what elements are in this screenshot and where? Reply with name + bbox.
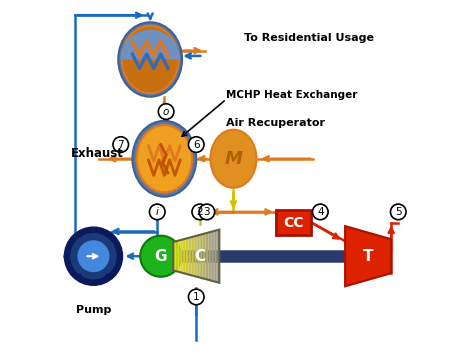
Polygon shape [204,233,205,279]
Polygon shape [207,233,209,280]
Polygon shape [179,240,181,273]
Polygon shape [209,232,210,280]
Circle shape [113,137,128,152]
Polygon shape [199,235,201,278]
Text: o: o [163,107,169,117]
Polygon shape [196,235,198,277]
Polygon shape [215,230,216,282]
Text: 2: 2 [196,207,203,217]
Polygon shape [201,234,202,278]
Text: T: T [363,249,374,264]
Circle shape [77,240,109,272]
Polygon shape [205,233,207,279]
Polygon shape [202,234,204,279]
Text: 4: 4 [317,207,324,217]
Circle shape [140,236,182,277]
Polygon shape [175,241,176,271]
Ellipse shape [132,121,196,197]
Text: 7: 7 [118,140,124,149]
Text: To Residential Usage: To Residential Usage [244,33,374,43]
Polygon shape [191,237,193,276]
Polygon shape [185,238,187,274]
Text: 5: 5 [395,207,401,217]
Polygon shape [190,237,191,275]
Circle shape [391,204,406,220]
Polygon shape [213,231,215,282]
Polygon shape [198,235,199,278]
Text: MCHP Heat Exchanger: MCHP Heat Exchanger [227,90,358,100]
FancyBboxPatch shape [276,210,311,235]
Text: 6: 6 [193,140,200,149]
Text: Exhaust: Exhaust [71,147,123,160]
Polygon shape [178,240,179,272]
Text: C: C [194,249,205,264]
Text: Pump: Pump [76,305,111,315]
Wedge shape [120,30,180,59]
Polygon shape [216,230,218,282]
Text: Air Recuperator: Air Recuperator [227,118,325,128]
Circle shape [70,233,117,279]
Text: 3: 3 [203,207,210,217]
Ellipse shape [137,125,192,192]
Polygon shape [173,242,175,271]
Polygon shape [187,238,189,275]
Circle shape [149,204,165,220]
Polygon shape [195,236,196,276]
Text: M: M [225,150,242,168]
Text: i: i [156,207,159,217]
Ellipse shape [122,26,179,93]
Circle shape [189,137,204,152]
Polygon shape [345,226,391,286]
Polygon shape [184,239,185,274]
Circle shape [158,104,174,120]
Circle shape [312,204,328,220]
Polygon shape [181,239,182,273]
Circle shape [64,227,122,285]
Polygon shape [193,236,195,276]
Text: 1: 1 [193,292,200,302]
Polygon shape [182,239,184,273]
Ellipse shape [210,130,256,188]
Polygon shape [211,231,213,281]
Polygon shape [218,230,219,283]
Circle shape [199,204,215,220]
Text: G: G [155,249,167,264]
Circle shape [189,289,204,305]
Polygon shape [176,241,178,272]
Circle shape [192,204,208,220]
Polygon shape [210,232,211,281]
Text: CC: CC [283,216,304,230]
Polygon shape [189,238,190,275]
Ellipse shape [118,22,182,97]
